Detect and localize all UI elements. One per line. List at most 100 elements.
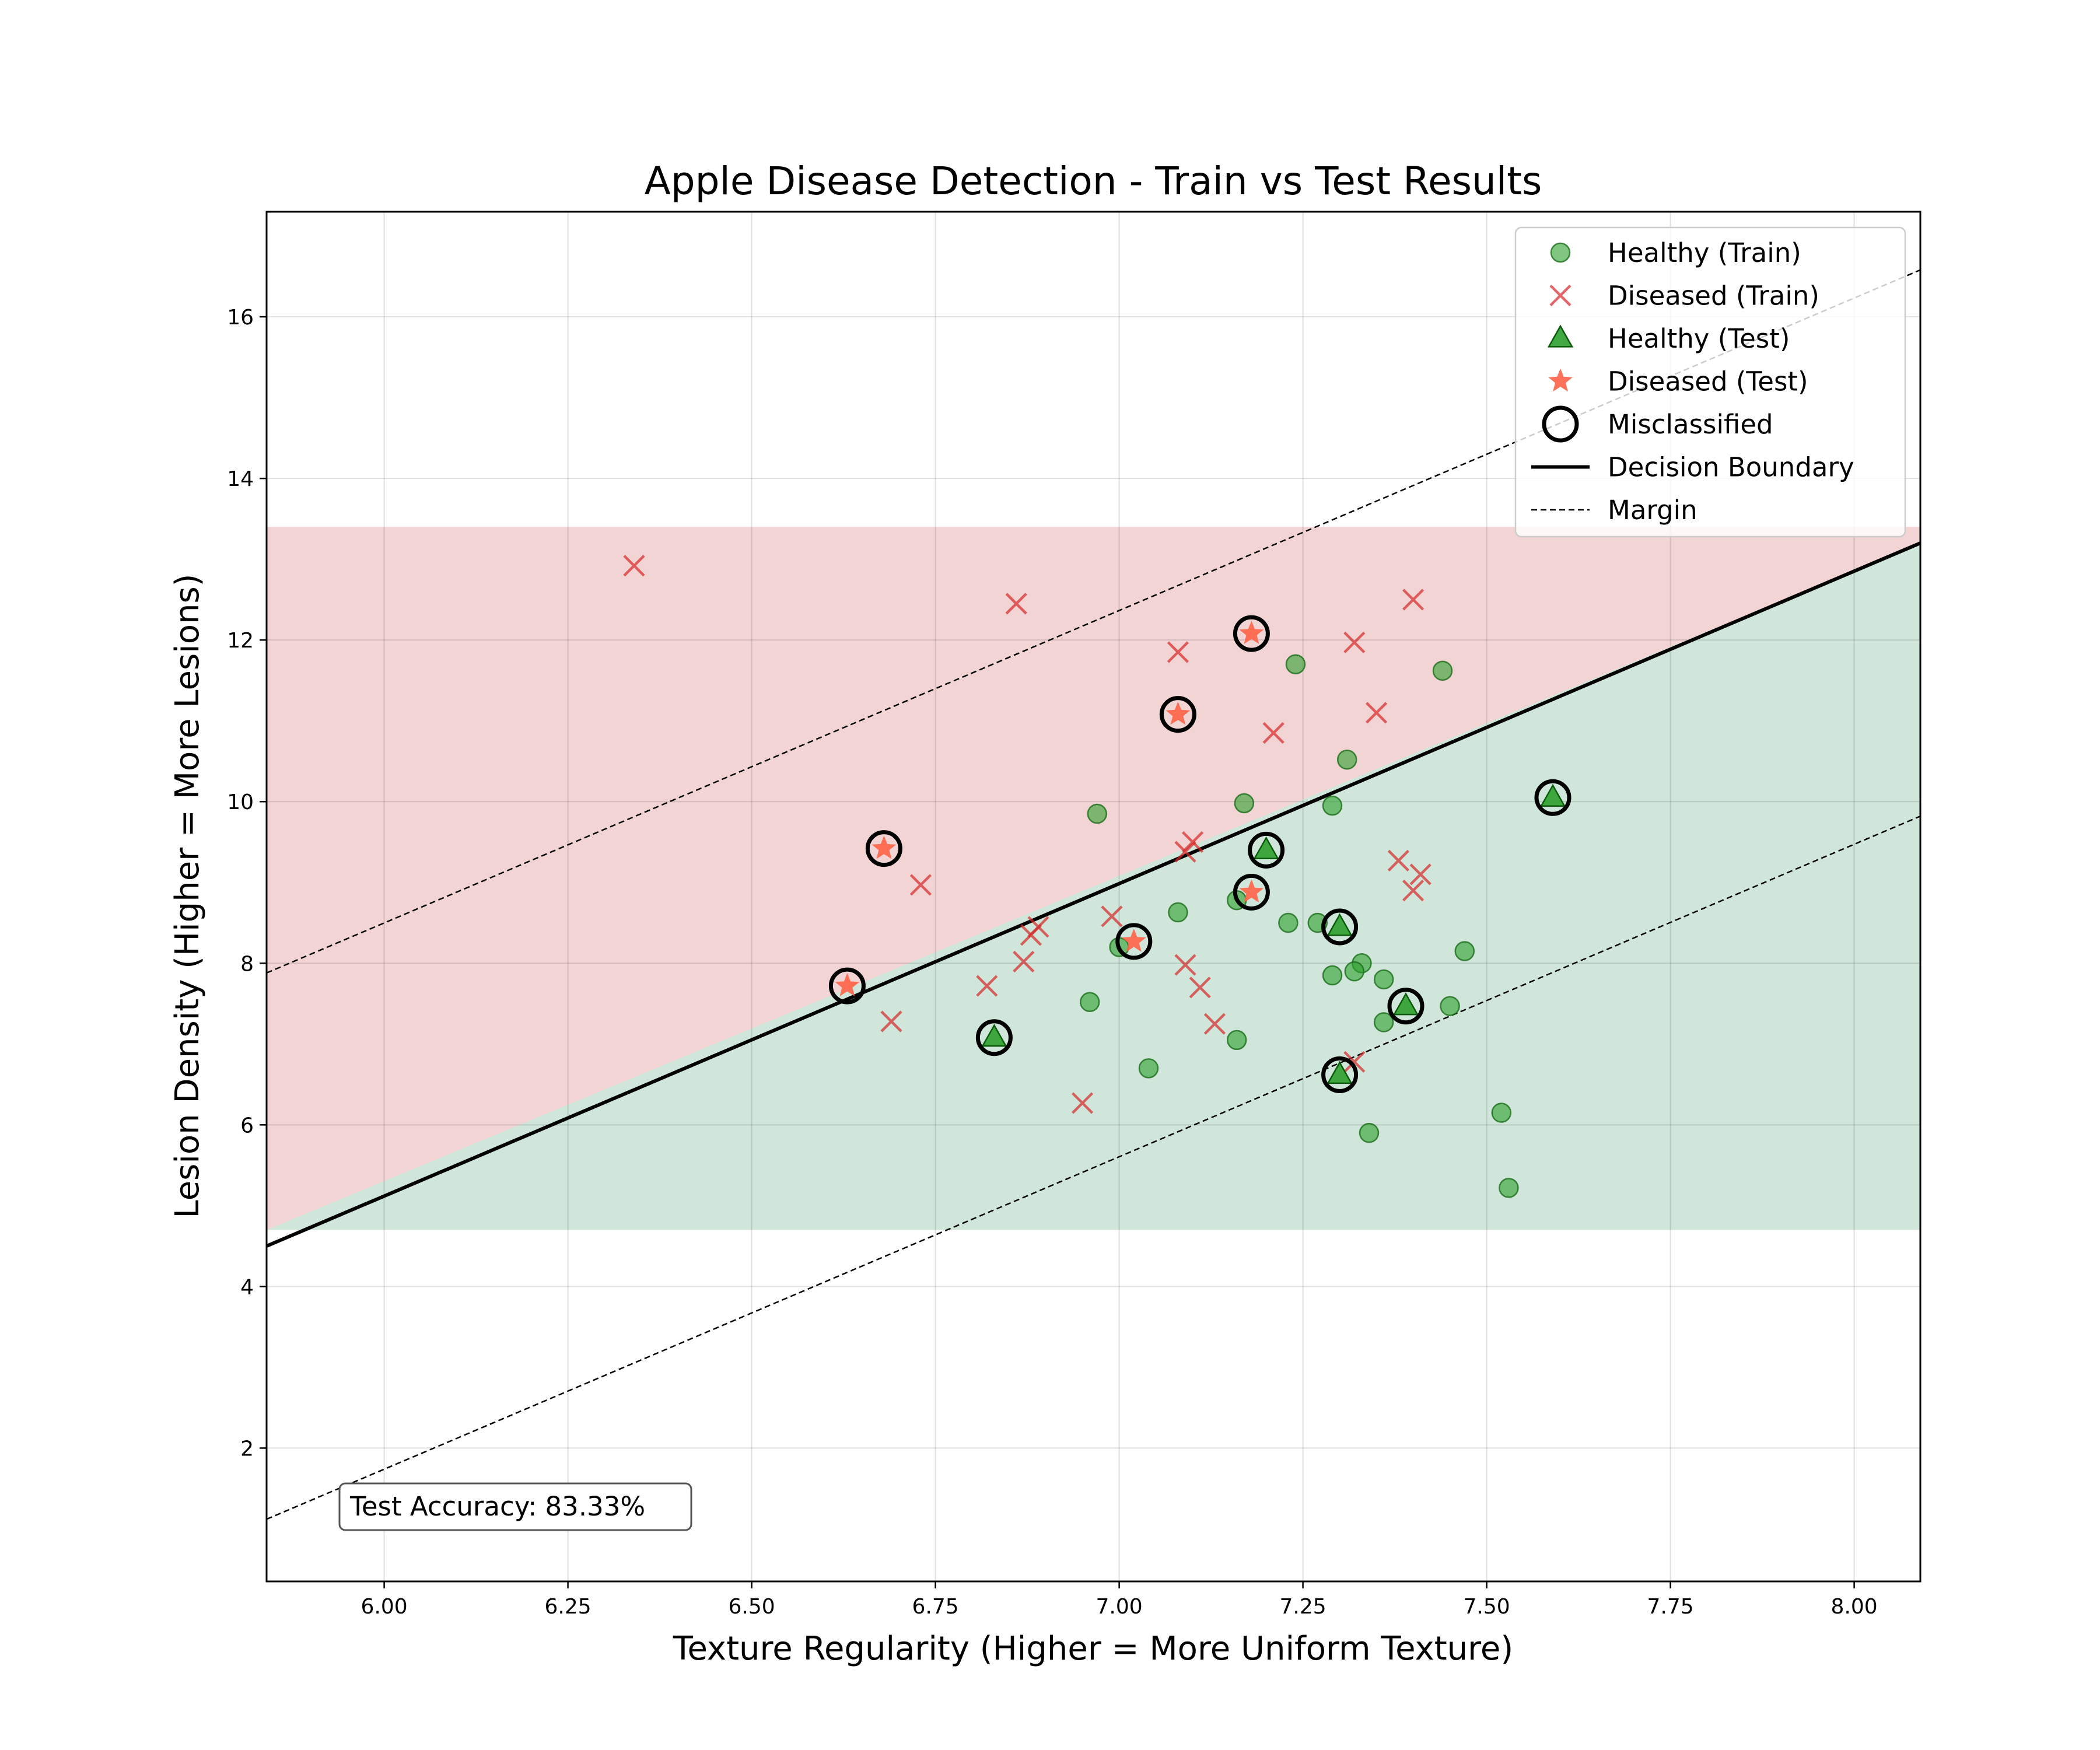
- series-diseased-test: [835, 621, 1264, 996]
- misclassified-ring: [1321, 1056, 1359, 1093]
- grid-lines: [267, 212, 1920, 1581]
- misclassified-ring: [1248, 831, 1285, 869]
- y-tick-label: 2: [240, 1437, 254, 1461]
- legend-label: Healthy (Train): [1608, 237, 1801, 268]
- legend-star-icon: [1548, 368, 1573, 392]
- y-tick-label: 14: [227, 467, 254, 491]
- x-tick-label: 6.50: [729, 1595, 775, 1619]
- series-healthy-train: [1079, 654, 1519, 1198]
- misclassified-ring: [1321, 908, 1359, 946]
- diseased-train-point: [1013, 950, 1035, 973]
- x-tick-label: 7.75: [1647, 1595, 1694, 1619]
- chart-title: Apple Disease Detection - Train vs Test …: [645, 159, 1542, 204]
- diseased-train-point: [909, 874, 932, 896]
- x-tick-label: 8.00: [1831, 1595, 1878, 1619]
- diseased-train-point: [1409, 863, 1432, 886]
- diseased-train-point: [1262, 722, 1284, 744]
- healthy-train-point: [1432, 660, 1453, 681]
- healthy-test-point: [1326, 913, 1353, 936]
- diseased-train-point: [1182, 831, 1204, 853]
- diseased-train-point: [1402, 880, 1424, 902]
- healthy-train-point: [1079, 992, 1100, 1013]
- y-tick-label: 6: [240, 1114, 254, 1138]
- data-points: [623, 555, 1572, 1198]
- x-tick-label: 7.50: [1464, 1595, 1510, 1619]
- diseased-test-point: [872, 835, 897, 859]
- healthy-train-point: [1226, 1030, 1247, 1051]
- misclassified-ring: [1387, 988, 1424, 1025]
- healthy-train-point: [1138, 1058, 1159, 1079]
- healthy-train-point: [1454, 941, 1475, 961]
- diseased-train-point: [1174, 954, 1196, 976]
- accuracy-box: [338, 1482, 692, 1531]
- legend-label: Misclassified: [1608, 409, 1773, 440]
- margin-lower-line: [267, 816, 1920, 1520]
- healthy-region: [267, 542, 1920, 1230]
- healthy-train-point: [1336, 749, 1357, 770]
- diseased-train-point: [1203, 1013, 1226, 1035]
- x-tick-label: 6.25: [545, 1595, 592, 1619]
- diseased-train-point: [1072, 1092, 1094, 1114]
- legend-label: Healthy (Test): [1608, 323, 1790, 354]
- diseased-train-point: [1020, 924, 1042, 946]
- legend-ring-icon: [1542, 405, 1579, 443]
- healthy-train-point: [1359, 1122, 1380, 1143]
- legend-label: Decision Boundary: [1608, 452, 1854, 483]
- y-tick-label: 4: [240, 1275, 254, 1299]
- x-axis: 6.00 6.25 6.50 6.75 7.00 7.25 7.50 7.75 8.00: [361, 1581, 1878, 1619]
- diseased-train-point: [623, 555, 645, 577]
- diseased-test-point: [1239, 621, 1264, 644]
- diseased-train-point: [1005, 593, 1027, 615]
- diseased-train-point: [1167, 641, 1189, 663]
- healthy-train-point: [1373, 1012, 1394, 1032]
- legend-item: Healthy (Train): [1550, 237, 1801, 268]
- healthy-train-point: [1491, 1102, 1512, 1123]
- diseased-train-point: [1189, 977, 1211, 999]
- legend-item: Diseased (Train): [1549, 281, 1819, 312]
- healthy-train-point: [1285, 654, 1306, 674]
- misclassified-ring: [975, 1019, 1013, 1056]
- misclassified-ring: [1534, 779, 1572, 816]
- diseased-train-point: [976, 975, 998, 997]
- healthy-train-point: [1499, 1178, 1519, 1198]
- decision-boundary-line: [267, 541, 1920, 1248]
- x-tick-label: 6.00: [361, 1595, 408, 1619]
- legend-item: Diseased (Test): [1548, 366, 1808, 397]
- misclassified-ring: [865, 830, 902, 867]
- legend-item: Margin: [1531, 495, 1698, 526]
- healthy-train-point: [1234, 793, 1255, 814]
- healthy-train-point: [1373, 969, 1394, 990]
- diseased-train-point: [1402, 589, 1424, 611]
- legend-label: Diseased (Test): [1608, 366, 1808, 397]
- diseased-test-point: [1166, 701, 1191, 725]
- misclassified-ring: [1233, 615, 1270, 652]
- y-tick-label: 8: [240, 952, 254, 976]
- legend-label: Margin: [1608, 495, 1698, 526]
- diseased-train-point: [1343, 631, 1366, 653]
- legend-triangle-icon: [1547, 324, 1574, 348]
- diseased-test-point: [835, 973, 860, 996]
- healthy-test-point: [1253, 836, 1279, 859]
- x-tick-label: 7.00: [1096, 1595, 1143, 1619]
- legend-item: Healthy (Test): [1547, 323, 1790, 354]
- legend: Healthy (Train) Diseased (Train) Healthy (…: [1514, 226, 1906, 538]
- legend-label: Diseased (Train): [1608, 281, 1819, 312]
- decision-regions: [267, 527, 1920, 1230]
- y-tick-label: 10: [227, 790, 254, 814]
- diseased-test-point: [1121, 928, 1146, 952]
- series-misclassified: [828, 615, 1572, 1093]
- healthy-train-point: [1168, 902, 1188, 923]
- y-axis: 2 4 6 8 10 12 14 16: [227, 306, 267, 1461]
- healthy-test-point: [1326, 1060, 1353, 1084]
- legend-box: [1514, 226, 1906, 538]
- series-diseased-train: [623, 555, 1432, 1114]
- accuracy-annotation: Test Accuracy: 83.33%: [338, 1482, 692, 1531]
- y-axis-label: Lesion Density (Higher = More Lesions): [169, 573, 206, 1218]
- healthy-test-point: [1392, 992, 1419, 1016]
- misclassified-ring: [1159, 696, 1196, 733]
- diseased-train-point: [1174, 841, 1196, 863]
- diseased-train-point: [1101, 905, 1123, 928]
- x-tick-label: 7.25: [1280, 1595, 1326, 1619]
- misclassified-ring: [1233, 873, 1270, 911]
